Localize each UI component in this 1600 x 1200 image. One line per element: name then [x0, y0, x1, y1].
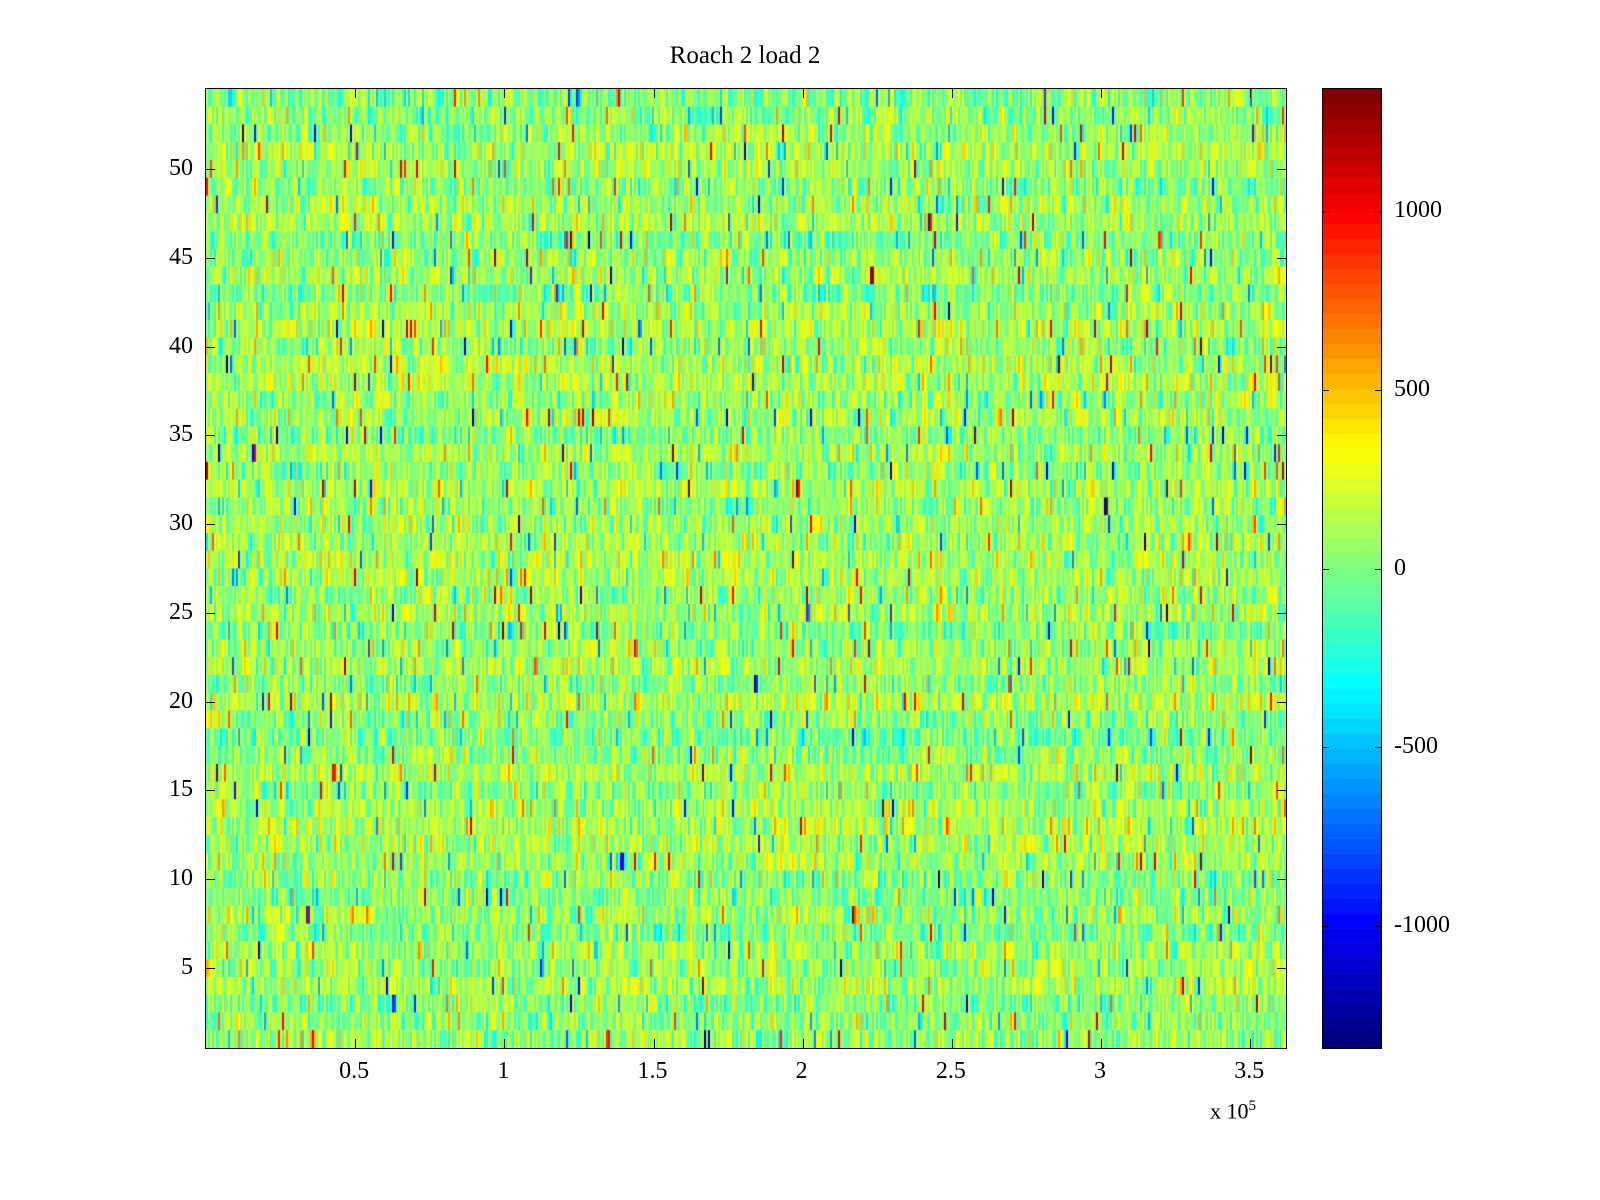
y-tick-label: 50 [169, 154, 193, 181]
y-tick-label: 25 [169, 598, 193, 625]
colorbar-tick-mark [1323, 210, 1329, 212]
x-tick-label: 3.5 [1234, 1058, 1265, 1084]
colorbar-tick-mark [1375, 747, 1381, 749]
y-tick-label: 35 [169, 421, 193, 448]
axis-tick-mark [1250, 1039, 1252, 1048]
chart-title: Roach 2 load 2 [669, 42, 821, 69]
axis-tick-mark [1250, 89, 1252, 98]
axis-tick-mark [802, 89, 804, 98]
colorbar-tick-label: -500 [1394, 733, 1438, 760]
axis-tick-mark [1101, 1039, 1103, 1048]
axis-tick-mark [206, 435, 215, 437]
axis-tick-mark [1277, 701, 1286, 703]
colorbar-tick-mark [1323, 389, 1329, 391]
axis-tick-mark [206, 968, 215, 970]
axis-tick-mark [355, 1039, 357, 1048]
exponent-value: 5 [1248, 1098, 1257, 1114]
axis-tick-mark [206, 612, 215, 614]
axis-tick-mark [206, 524, 215, 526]
y-tick-label: 20 [169, 687, 193, 714]
axis-tick-mark [1277, 346, 1286, 348]
axis-tick-mark [206, 790, 215, 792]
x-tick-label: 3 [1094, 1058, 1107, 1084]
y-tick-label: 15 [169, 776, 193, 803]
axis-tick-mark [206, 701, 215, 703]
colorbar-tick-label: 1000 [1394, 196, 1442, 223]
x-tick-label: 2 [795, 1058, 808, 1084]
axis-tick-mark [1277, 168, 1286, 170]
axis-tick-mark [504, 89, 506, 98]
axis-tick-mark [1277, 612, 1286, 614]
axis-tick-mark [1277, 968, 1286, 970]
axis-tick-mark [1277, 790, 1286, 792]
colorbar-tick-mark [1375, 389, 1381, 391]
axis-tick-mark [653, 1039, 655, 1048]
colorbar-tick-label: -1000 [1394, 912, 1450, 939]
axis-tick-mark [1277, 879, 1286, 881]
colorbar-tick-mark [1323, 568, 1329, 570]
exponent-prefix: x 10 [1210, 1098, 1249, 1124]
axis-tick-mark [206, 346, 215, 348]
axis-tick-mark [504, 1039, 506, 1048]
axis-tick-mark [653, 89, 655, 98]
colorbar-tick-mark [1375, 210, 1381, 212]
x-tick-label: 0.5 [339, 1058, 370, 1084]
heatmap-canvas [206, 89, 1286, 1048]
y-tick-label: 45 [169, 243, 193, 270]
colorbar-canvas [1323, 89, 1381, 1048]
colorbar-tick-mark [1375, 926, 1381, 928]
axis-tick-mark [1277, 435, 1286, 437]
y-tick-label: 10 [169, 865, 193, 892]
axis-tick-mark [1277, 524, 1286, 526]
axis-tick-mark [206, 168, 215, 170]
heatmap-plot-area [205, 88, 1287, 1049]
axis-tick-mark [951, 89, 953, 98]
axis-tick-mark [355, 89, 357, 98]
axis-tick-mark [206, 257, 215, 259]
x-tick-label: 1.5 [637, 1058, 668, 1084]
y-tick-label: 30 [169, 510, 193, 537]
x-axis-exponent-label: x 105 [1210, 1098, 1256, 1124]
x-tick-label: 2.5 [935, 1058, 966, 1084]
axis-tick-mark [206, 879, 215, 881]
y-tick-label: 5 [181, 954, 193, 981]
colorbar-tick-mark [1323, 747, 1329, 749]
colorbar-tick-label: 0 [1394, 554, 1406, 581]
colorbar-tick-mark [1375, 568, 1381, 570]
axis-tick-mark [1277, 257, 1286, 259]
colorbar-tick-mark [1323, 926, 1329, 928]
colorbar [1322, 88, 1382, 1049]
x-tick-label: 1 [497, 1058, 510, 1084]
y-tick-label: 40 [169, 332, 193, 359]
axis-tick-mark [802, 1039, 804, 1048]
axis-tick-mark [1101, 89, 1103, 98]
axis-tick-mark [951, 1039, 953, 1048]
colorbar-tick-label: 500 [1394, 375, 1430, 402]
